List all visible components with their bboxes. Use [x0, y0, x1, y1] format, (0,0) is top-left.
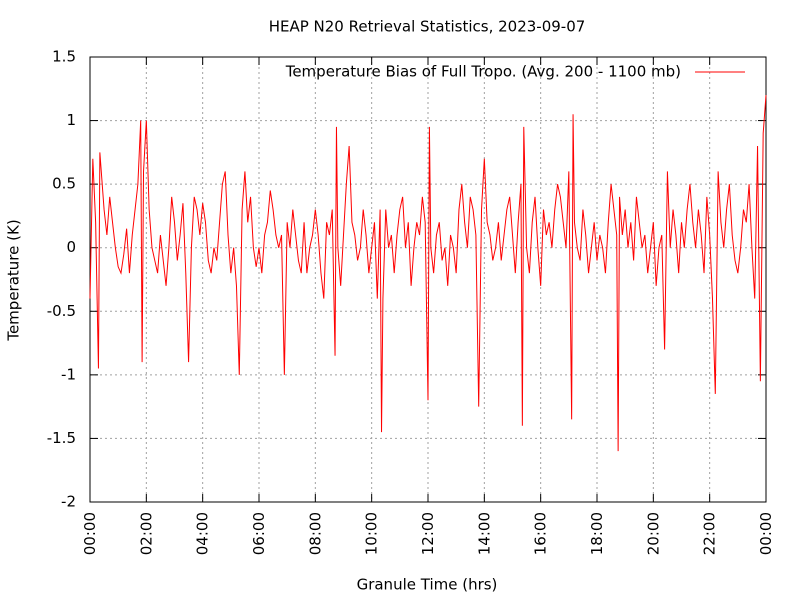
y-tick-label: -1: [61, 365, 76, 383]
y-tick-label: -0.5: [47, 302, 76, 320]
y-tick-label: 1: [66, 111, 76, 129]
chart-title: HEAP N20 Retrieval Statistics, 2023-09-0…: [269, 18, 586, 36]
x-tick-label: 10:00: [363, 512, 381, 555]
legend-label: Temperature Bias of Full Tropo. (Avg. 20…: [285, 63, 681, 81]
y-axis-label: Temperature (K): [5, 219, 23, 341]
x-tick-label: 06:00: [250, 512, 268, 555]
x-tick-label: 08:00: [306, 512, 324, 555]
x-tick-label: 00:00: [81, 512, 99, 555]
x-tick-label: 22:00: [701, 512, 719, 555]
y-tick-label: -2: [61, 493, 76, 511]
x-tick-label: 18:00: [588, 512, 606, 555]
x-tick-label: 04:00: [194, 512, 212, 555]
y-tick-label: 0.5: [52, 175, 76, 193]
x-tick-label: 02:00: [137, 512, 155, 555]
x-axis-label: Granule Time (hrs): [357, 576, 498, 594]
y-tick-label: 0: [66, 238, 76, 256]
y-tick-label: -1.5: [47, 429, 76, 447]
x-tick-label: 14:00: [475, 512, 493, 555]
x-tick-label: 20:00: [644, 512, 662, 555]
data-line: [89, 95, 767, 452]
x-tick-label: 16:00: [532, 512, 550, 555]
x-tick-label: 00:00: [757, 512, 775, 555]
y-tick-label: 1.5: [52, 48, 76, 66]
x-tick-label: 12:00: [419, 512, 437, 555]
